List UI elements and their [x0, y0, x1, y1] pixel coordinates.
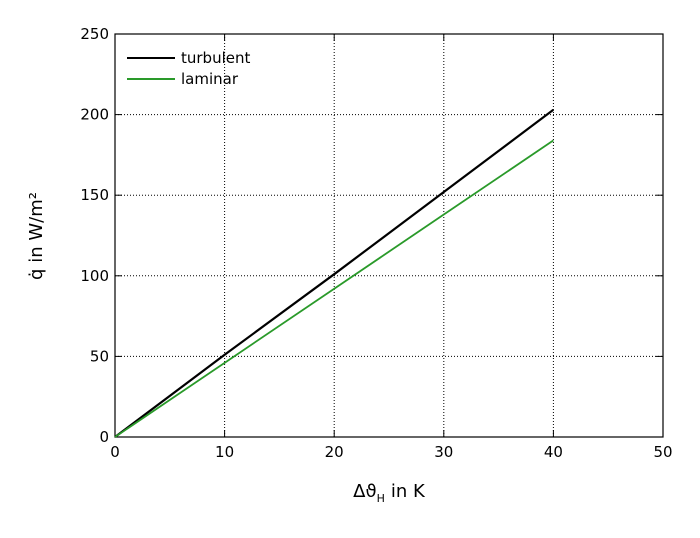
- y-tick-label: 0: [99, 428, 109, 446]
- legend-label: laminar: [181, 70, 239, 88]
- x-axis-label: ΔϑH in K: [353, 481, 426, 505]
- y-axis-label: q̇ in W/m²: [26, 192, 47, 280]
- x-tick-label: 10: [215, 443, 234, 461]
- y-tick-label: 50: [90, 347, 109, 365]
- x-tick-label: 30: [434, 443, 453, 461]
- y-tick-label: 250: [80, 25, 109, 43]
- x-label-unit: in K: [391, 481, 426, 502]
- x-tick-label: 20: [325, 443, 344, 461]
- x-label-main: Δϑ: [353, 481, 376, 502]
- plot-frame: [114, 33, 664, 438]
- x-tick-label: 50: [653, 443, 672, 461]
- legend-label: turbulent: [181, 49, 250, 67]
- y-tick-label: 200: [80, 106, 109, 124]
- data-line: [114, 139, 554, 438]
- y-tick-label: 100: [80, 267, 109, 285]
- x-tick-label: 0: [110, 443, 120, 461]
- x-tick-label: 40: [544, 443, 563, 461]
- y-tick-label: 150: [80, 186, 109, 204]
- data-line: [114, 108, 555, 438]
- x-label-sub: H: [377, 492, 385, 505]
